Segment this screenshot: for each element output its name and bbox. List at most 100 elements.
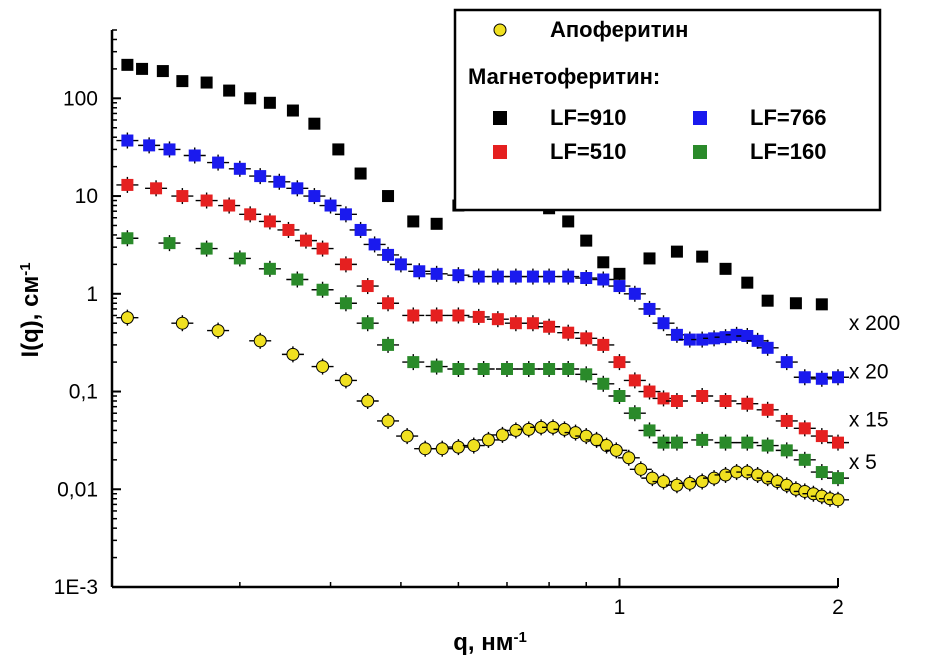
data-point [509, 423, 523, 437]
data-point [657, 392, 670, 405]
data-point [381, 414, 395, 428]
data-point [670, 328, 683, 341]
data-point [761, 294, 774, 307]
data-point [316, 283, 329, 296]
data-point [200, 194, 213, 207]
data-point [354, 167, 367, 180]
data-point [670, 436, 683, 449]
data-point [477, 363, 490, 376]
y-tick-label: 0,1 [69, 381, 98, 404]
data-point [451, 440, 465, 454]
data-point [815, 466, 828, 479]
data-point [562, 363, 575, 376]
data-point [741, 397, 754, 410]
data-point [780, 444, 793, 457]
x-axis-label-sup: -1 [513, 629, 526, 646]
data-point [430, 267, 443, 280]
data-point [831, 493, 845, 507]
data-point [628, 374, 641, 387]
data-point [798, 371, 811, 384]
data-point [543, 270, 556, 283]
data-point [562, 270, 575, 283]
data-point [622, 451, 636, 465]
data-point [522, 363, 535, 376]
data-point [233, 252, 246, 265]
data-point [435, 442, 449, 456]
data-point [509, 317, 522, 330]
data-point [522, 422, 536, 436]
data-point [597, 273, 610, 286]
data-point [308, 117, 321, 130]
data-point [233, 162, 246, 175]
series-2 [116, 132, 849, 387]
data-point [121, 134, 134, 147]
data-point [175, 316, 189, 330]
legend-label: LF=160 [750, 139, 826, 164]
data-point [730, 328, 743, 341]
data-point [299, 234, 312, 247]
data-point [291, 182, 304, 195]
data-point [121, 232, 134, 245]
legend: Магнетоферитин: Апоферитин LF=910 LF=766 LF… [453, 8, 882, 212]
y-tick-label: 100 [63, 87, 98, 110]
data-point [597, 338, 610, 351]
data-point [832, 436, 844, 449]
y-tick-label: 0,01 [57, 478, 98, 501]
data-point [188, 149, 201, 162]
data-point [263, 262, 276, 275]
data-point [481, 433, 495, 447]
data-point [580, 368, 593, 381]
data-point [452, 363, 465, 376]
data-point [557, 422, 571, 436]
data-point [430, 309, 443, 322]
data-point [223, 84, 236, 97]
y-tick-label: 10 [75, 185, 98, 208]
axis-ticks: 100 10 1 0,1 0,01 1E-3 1 2 [54, 29, 844, 619]
legend-label: LF=766 [750, 105, 826, 130]
data-point [121, 178, 134, 191]
data-point [643, 252, 656, 265]
data-point [609, 443, 623, 457]
data-point [491, 313, 504, 326]
data-point [308, 190, 321, 203]
x-axis-title: q, нм-1 [453, 629, 527, 657]
y-axis-label: I(q), см [17, 276, 44, 358]
data-point [580, 332, 593, 345]
data-point [263, 96, 276, 109]
data-point [832, 371, 844, 384]
data-point [339, 208, 352, 221]
data-point [354, 223, 367, 236]
data-point [628, 407, 641, 420]
data-point [761, 439, 774, 452]
data-point [452, 309, 465, 322]
data-point [316, 242, 329, 255]
scale-annotation: x 20 [849, 361, 889, 384]
data-point [368, 238, 381, 251]
scale-annotation: x 5 [849, 451, 877, 474]
data-point [472, 270, 485, 283]
data-point [815, 372, 828, 385]
data-point [263, 215, 276, 228]
data-point [291, 273, 304, 286]
data-point [418, 442, 432, 456]
data-point [597, 256, 610, 269]
data-point [361, 317, 374, 330]
data-point [613, 356, 626, 369]
y-axis-title: I(q), см-1 [17, 262, 45, 357]
data-point [546, 420, 560, 434]
series-4 [116, 230, 849, 487]
data-point [569, 426, 583, 440]
data-point [526, 270, 539, 283]
data-point [657, 317, 670, 330]
data-point [286, 104, 299, 117]
data-point [282, 223, 295, 236]
y-tick-label: 1 [86, 283, 98, 306]
data-point [670, 394, 683, 407]
scale-annotation: x 15 [849, 408, 889, 431]
data-point [719, 436, 732, 449]
data-point [382, 248, 395, 261]
series-3 [116, 176, 849, 451]
data-point [244, 92, 257, 105]
data-point [696, 250, 709, 263]
data-point [430, 217, 443, 230]
